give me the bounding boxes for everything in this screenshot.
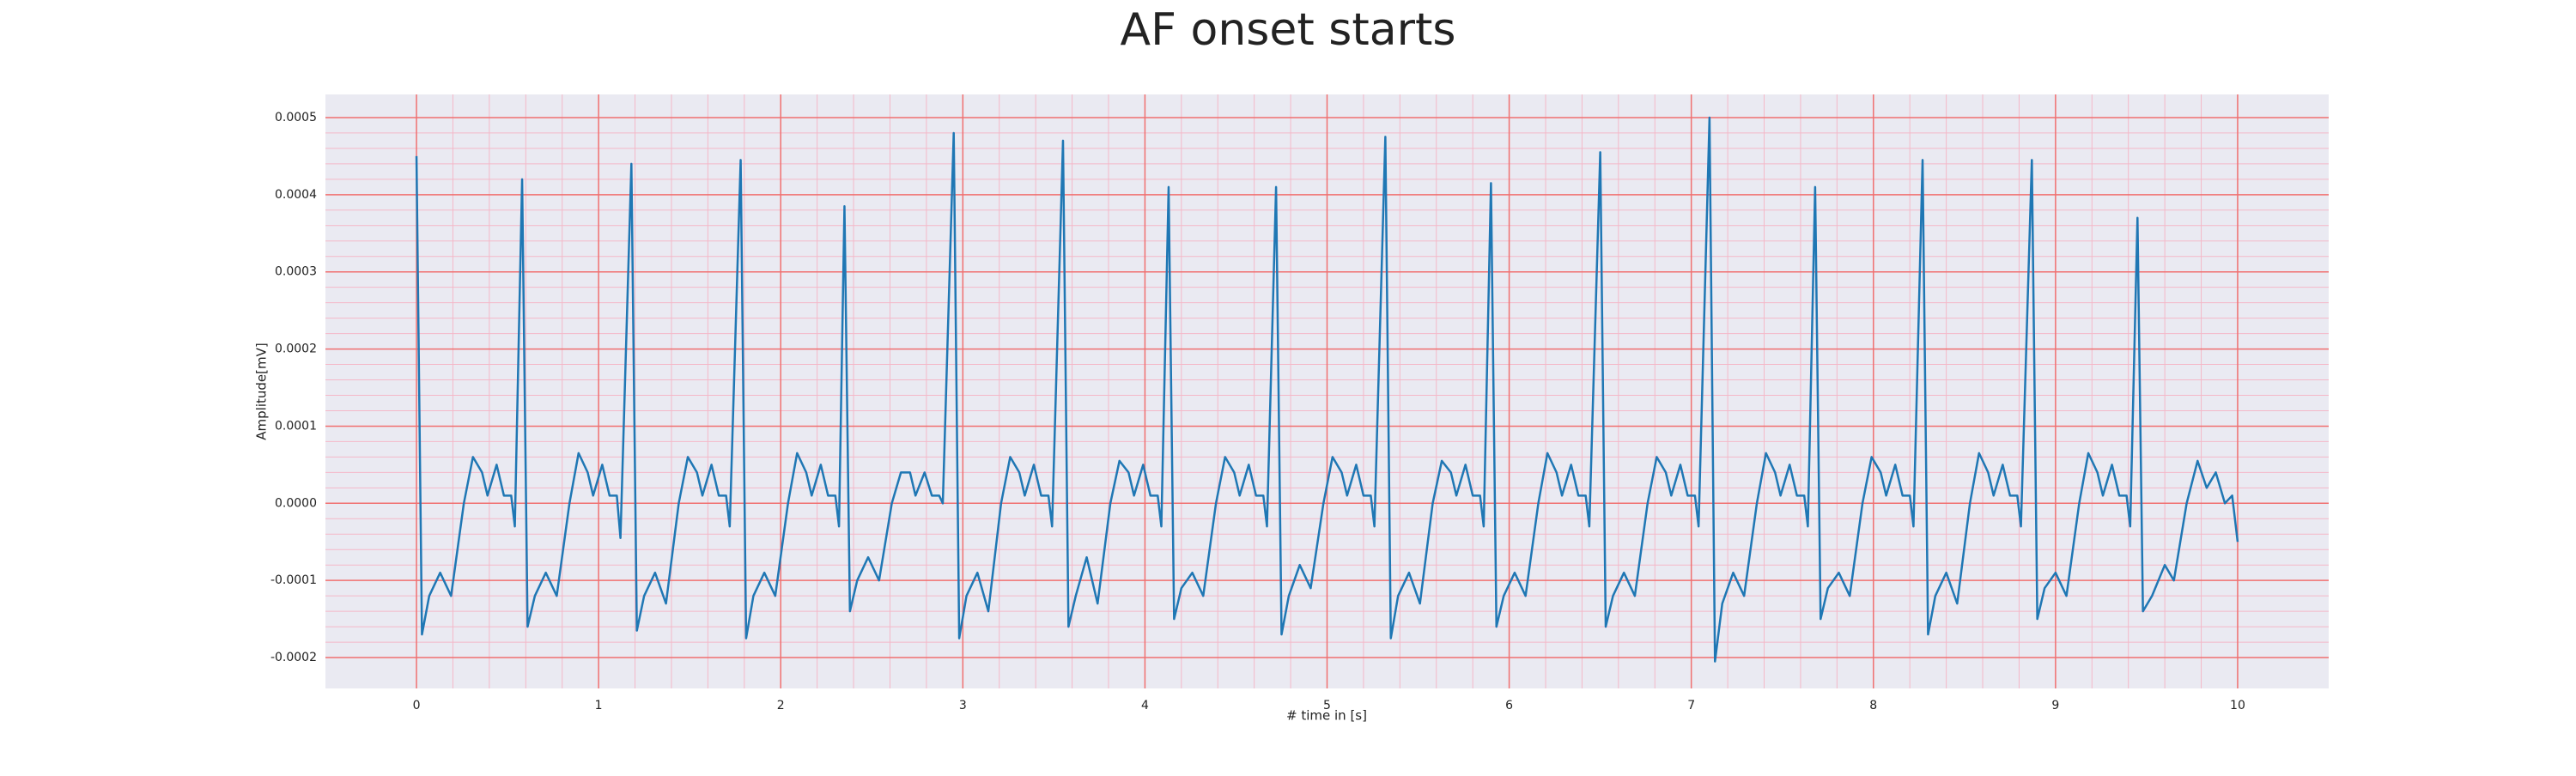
x-tick-label: 3 [959, 699, 967, 712]
chart-title: AF onset starts [1121, 4, 1456, 56]
y-tick-label: 0.0000 [275, 496, 317, 510]
y-tick-label: -0.0002 [270, 651, 317, 664]
y-tick-label: 0.0003 [275, 265, 317, 279]
y-tick-label: 0.0001 [275, 419, 317, 433]
x-axis-label: # time in [s] [1286, 708, 1367, 724]
y-tick-label: 0.0002 [275, 343, 317, 356]
y-tick-label: 0.0005 [275, 111, 317, 124]
x-tick-label: 1 [595, 699, 603, 712]
x-tick-label: 4 [1141, 699, 1149, 712]
x-tick-label: 8 [1869, 699, 1877, 712]
x-tick-label: 7 [1687, 699, 1695, 712]
x-tick-label: 6 [1505, 699, 1513, 712]
x-tick-label: 2 [777, 699, 785, 712]
x-tick-label: 10 [2230, 699, 2245, 712]
y-axis-label: Amplitude[mV] [254, 343, 270, 440]
y-tick-label: 0.0004 [275, 188, 317, 202]
x-tick-label: 5 [1323, 699, 1331, 712]
y-tick-label: -0.0001 [270, 573, 317, 587]
ecg-line [415, 116, 2239, 663]
x-tick-label: 0 [413, 699, 421, 712]
x-tick-label: 9 [2051, 699, 2059, 712]
